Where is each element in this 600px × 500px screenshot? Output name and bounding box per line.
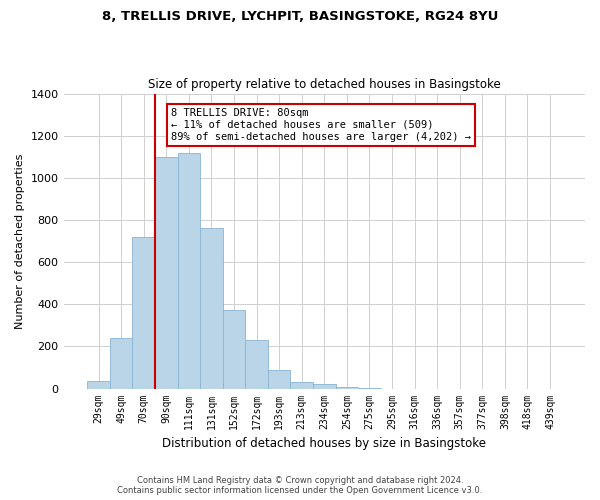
Text: 8, TRELLIS DRIVE, LYCHPIT, BASINGSTOKE, RG24 8YU: 8, TRELLIS DRIVE, LYCHPIT, BASINGSTOKE, … bbox=[102, 10, 498, 23]
Bar bbox=[313, 384, 335, 388]
Bar bbox=[178, 152, 200, 388]
Bar bbox=[200, 228, 223, 388]
Bar bbox=[87, 381, 110, 388]
X-axis label: Distribution of detached houses by size in Basingstoke: Distribution of detached houses by size … bbox=[162, 437, 486, 450]
Bar bbox=[245, 340, 268, 388]
Text: 8 TRELLIS DRIVE: 80sqm
← 11% of detached houses are smaller (509)
89% of semi-de: 8 TRELLIS DRIVE: 80sqm ← 11% of detached… bbox=[171, 108, 471, 142]
Y-axis label: Number of detached properties: Number of detached properties bbox=[15, 154, 25, 328]
Text: Contains HM Land Registry data © Crown copyright and database right 2024.
Contai: Contains HM Land Registry data © Crown c… bbox=[118, 476, 482, 495]
Bar bbox=[290, 382, 313, 388]
Bar bbox=[335, 387, 358, 388]
Bar bbox=[155, 157, 178, 388]
Bar bbox=[110, 338, 133, 388]
Bar bbox=[133, 237, 155, 388]
Bar bbox=[223, 310, 245, 388]
Bar bbox=[268, 370, 290, 388]
Title: Size of property relative to detached houses in Basingstoke: Size of property relative to detached ho… bbox=[148, 78, 500, 91]
